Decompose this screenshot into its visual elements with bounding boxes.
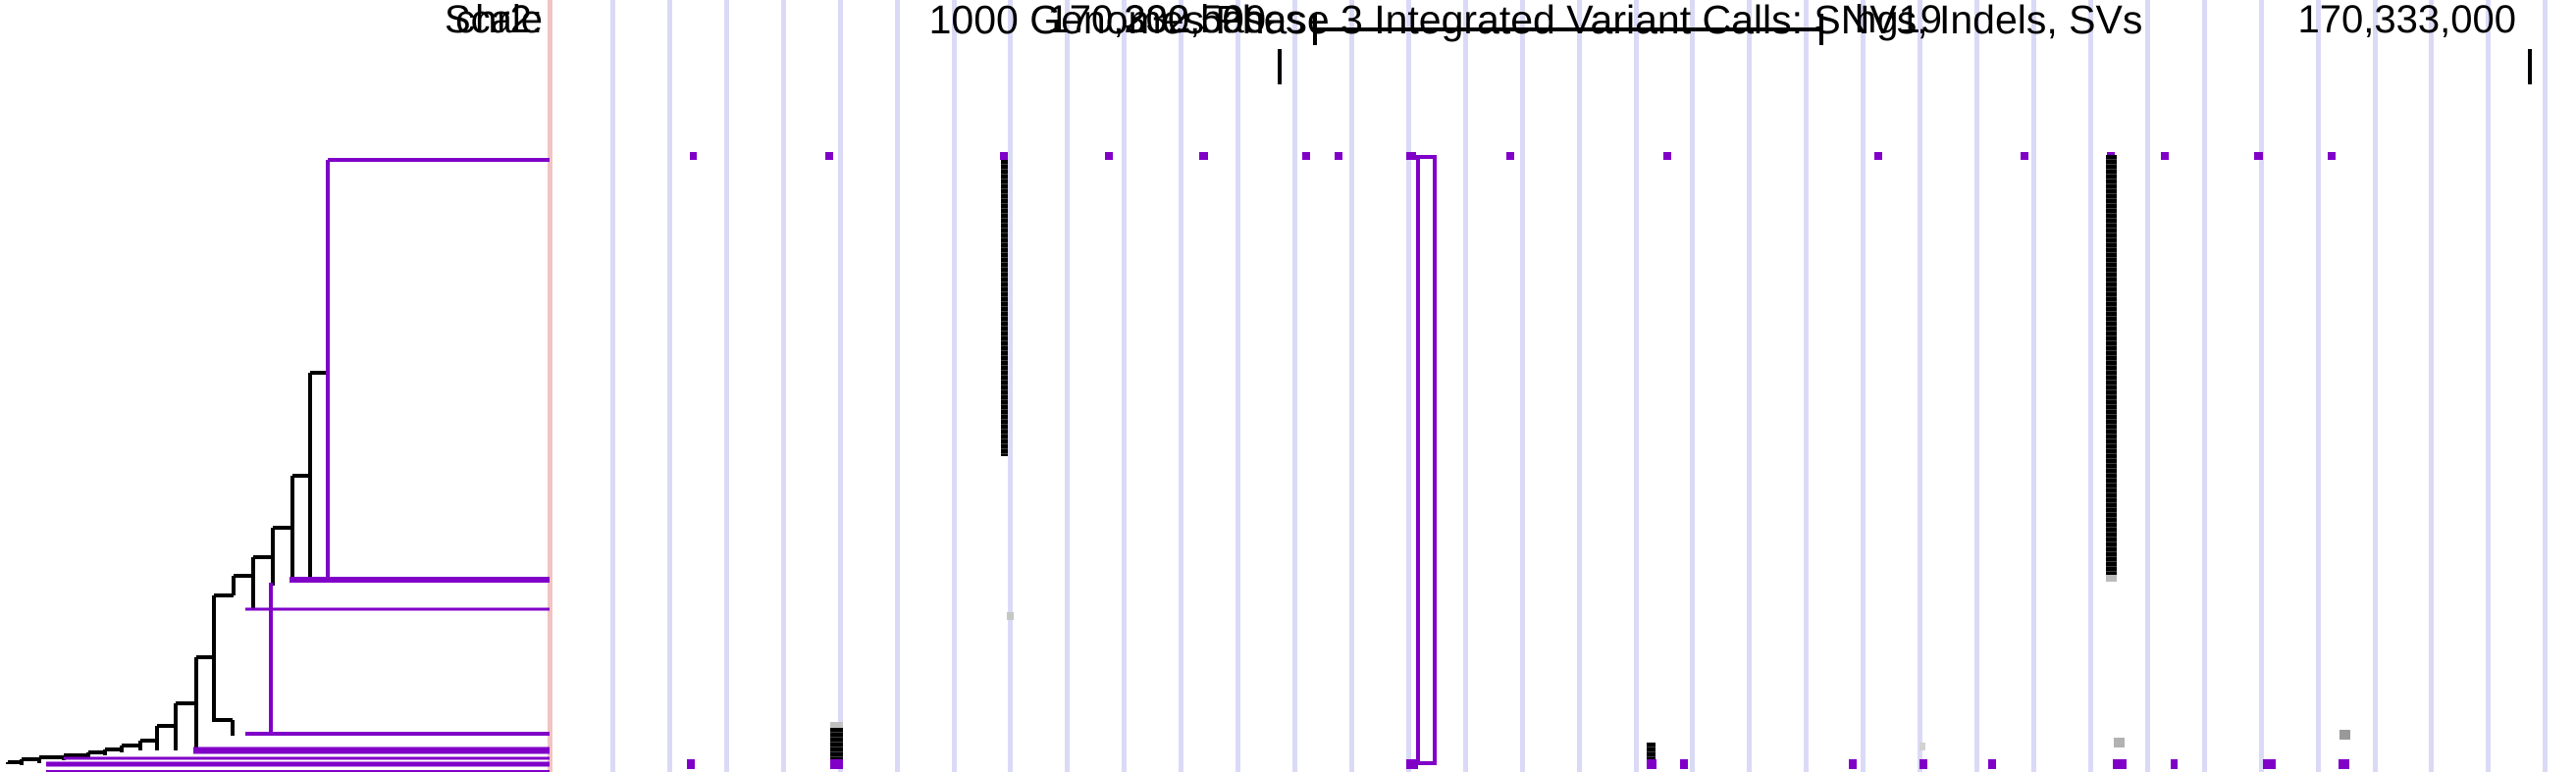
structural-variant-outline[interactable] bbox=[1416, 155, 1437, 765]
vertical-gridline bbox=[2145, 0, 2150, 772]
variant-allele-tick[interactable] bbox=[2254, 152, 2263, 160]
variant-gray-mark[interactable] bbox=[830, 722, 843, 728]
variant-haplotype-stack[interactable] bbox=[830, 728, 843, 759]
variant-allele-tick[interactable] bbox=[1919, 759, 1927, 769]
vertical-gridline bbox=[2429, 0, 2434, 772]
scale-value-label: 200 bases bbox=[1124, 0, 1305, 41]
vertical-gridline bbox=[1520, 0, 1525, 772]
vertical-gridline bbox=[2373, 0, 2378, 772]
variant-allele-tick[interactable] bbox=[1988, 759, 1996, 769]
variant-allele-tick[interactable] bbox=[830, 759, 843, 769]
vertical-gridline bbox=[838, 0, 843, 772]
vertical-gridline bbox=[2031, 0, 2036, 772]
variant-allele-tick[interactable] bbox=[2113, 759, 2127, 769]
scale-bar bbox=[1313, 27, 1823, 31]
left-coordinate-tick bbox=[1278, 49, 1282, 84]
vertical-gridline bbox=[1918, 0, 1922, 772]
right-coordinate-label: 170,333,000 bbox=[2297, 0, 2516, 41]
variant-gray-mark[interactable] bbox=[1007, 612, 1014, 620]
variant-gray-mark[interactable] bbox=[2106, 575, 2117, 582]
variant-allele-tick[interactable] bbox=[2328, 152, 2336, 160]
vertical-gridline bbox=[2259, 0, 2264, 772]
vertical-gridline bbox=[895, 0, 900, 772]
variant-allele-tick[interactable] bbox=[1874, 152, 1882, 160]
variant-gray-mark[interactable] bbox=[1919, 743, 1925, 750]
vertical-gridline bbox=[1463, 0, 1468, 772]
variant-allele-tick[interactable] bbox=[1335, 152, 1342, 160]
vertical-gridline bbox=[1634, 0, 1639, 772]
vertical-gridline bbox=[667, 0, 672, 772]
vertical-gridline bbox=[1577, 0, 1582, 772]
scale-label: Scale bbox=[444, 0, 543, 41]
vertical-gridline bbox=[2543, 0, 2548, 772]
vertical-gridline bbox=[2486, 0, 2491, 772]
vertical-gridline bbox=[1406, 0, 1411, 772]
vertical-gridline bbox=[1804, 0, 1809, 772]
right-coordinate-tick bbox=[2528, 49, 2532, 84]
vertical-gridline bbox=[1349, 0, 1354, 772]
variant-allele-tick[interactable] bbox=[1406, 759, 1418, 769]
pink-guideline bbox=[548, 0, 552, 772]
vertical-gridline bbox=[1122, 0, 1127, 772]
scale-bar-right-tick bbox=[1819, 14, 1823, 45]
scale-bar-left-tick bbox=[1313, 14, 1317, 45]
variant-allele-tick[interactable] bbox=[2021, 152, 2028, 160]
variant-allele-tick[interactable] bbox=[1105, 152, 1113, 160]
vertical-gridline bbox=[724, 0, 729, 772]
variant-allele-tick[interactable] bbox=[825, 152, 833, 160]
vertical-gridline bbox=[1008, 0, 1013, 772]
variant-allele-tick[interactable] bbox=[1849, 759, 1857, 769]
vertical-gridline bbox=[1974, 0, 1979, 772]
vertical-gridline bbox=[1292, 0, 1297, 772]
vertical-gridline bbox=[1690, 0, 1695, 772]
vertical-gridline bbox=[1861, 0, 1866, 772]
variant-allele-tick[interactable] bbox=[1000, 152, 1008, 160]
variant-allele-tick[interactable] bbox=[2339, 759, 2349, 769]
left-coordinate-label: 170,332,500 bbox=[1047, 0, 1266, 41]
variant-allele-tick[interactable] bbox=[1680, 759, 1688, 769]
variant-allele-tick[interactable] bbox=[1647, 759, 1656, 769]
vertical-gridline bbox=[1065, 0, 1070, 772]
variant-allele-tick[interactable] bbox=[2263, 759, 2276, 769]
vertical-gridline bbox=[781, 0, 786, 772]
variant-allele-tick[interactable] bbox=[1302, 152, 1310, 160]
variant-gray-mark[interactable] bbox=[2339, 730, 2350, 740]
vertical-gridline bbox=[952, 0, 957, 772]
vertical-gridline bbox=[610, 0, 615, 772]
variant-allele-tick[interactable] bbox=[690, 152, 697, 160]
vertical-gridline bbox=[1747, 0, 1752, 772]
vertical-gridline bbox=[2088, 0, 2093, 772]
vertical-gridline bbox=[1235, 0, 1240, 772]
variant-haplotype-column[interactable] bbox=[2106, 155, 2117, 575]
chromosome-label: chr2: bbox=[455, 0, 543, 41]
track-title[interactable]: 1000 Genomes Phase 3 Integrated Variant … bbox=[928, 0, 2143, 42]
variant-haplotype-stack[interactable] bbox=[1647, 743, 1656, 759]
vertical-gridline bbox=[1179, 0, 1183, 772]
vertical-gridline bbox=[2202, 0, 2207, 772]
vertical-gridline bbox=[2316, 0, 2321, 772]
variant-allele-tick[interactable] bbox=[2171, 759, 2178, 769]
variant-gray-mark[interactable] bbox=[2114, 738, 2125, 747]
assembly-label: hg19 bbox=[1855, 0, 1942, 41]
variant-allele-tick[interactable] bbox=[1406, 152, 1416, 160]
variant-allele-tick[interactable] bbox=[1663, 152, 1671, 160]
variant-haplotype-column[interactable] bbox=[1001, 160, 1008, 456]
variant-allele-tick[interactable] bbox=[2161, 152, 2169, 160]
variant-allele-tick[interactable] bbox=[1199, 152, 1208, 160]
variant-allele-tick[interactable] bbox=[687, 759, 695, 769]
variant-allele-tick[interactable] bbox=[1506, 152, 1514, 160]
